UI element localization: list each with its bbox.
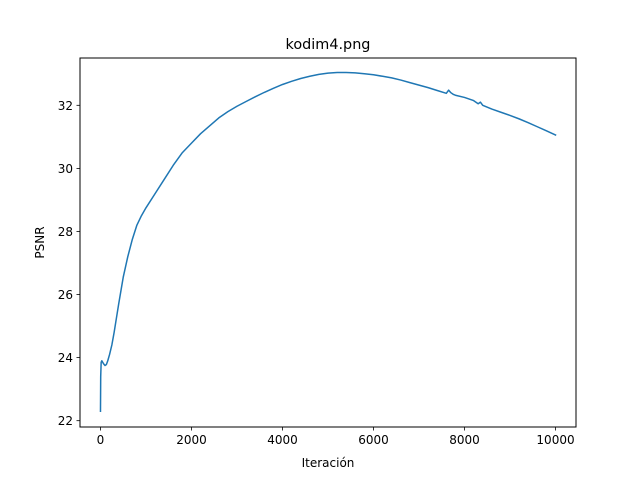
x-tick-label: 8000: [449, 433, 480, 447]
x-axis: 0 2000 4000 6000 8000 10000: [97, 427, 575, 447]
chart-title: kodim4.png: [286, 37, 371, 53]
y-tick-label: 28: [58, 225, 73, 239]
y-tick-label: 26: [58, 288, 73, 302]
plot-frame: [79, 57, 577, 428]
x-tick-label: 0: [97, 433, 105, 447]
x-tick-label: 6000: [358, 433, 389, 447]
y-axis: 22 24 26 28 30 32: [58, 99, 80, 428]
y-tick-label: 24: [58, 351, 73, 365]
plot-area: [99, 71, 557, 412]
y-tick-label: 30: [58, 162, 73, 176]
y-axis-label: PSNR: [33, 226, 47, 258]
x-tick-label: 10000: [536, 433, 574, 447]
y-tick-label: 32: [58, 99, 73, 113]
x-tick-label: 2000: [176, 433, 207, 447]
x-tick-label: 4000: [267, 433, 298, 447]
series-line: [99, 71, 557, 412]
x-axis-label: Iteración: [302, 456, 355, 470]
y-tick-label: 22: [58, 414, 73, 428]
